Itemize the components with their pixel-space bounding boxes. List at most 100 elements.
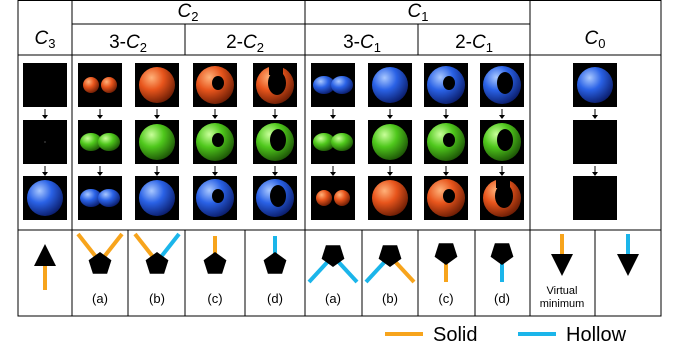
arrow-head xyxy=(443,172,449,176)
arrow-head xyxy=(387,115,393,119)
arrow-head xyxy=(212,115,218,119)
panel-label: (a) xyxy=(325,291,341,306)
panel-label: (c) xyxy=(207,291,222,306)
header-sub: 2 xyxy=(140,40,147,55)
image-cells xyxy=(23,63,617,220)
arrow-head xyxy=(42,115,48,119)
hole xyxy=(270,129,286,151)
lobe xyxy=(101,77,117,93)
figure: C3C2C1C03-C22-C23-C12-C1 (a)(b)(c)(d)(a)… xyxy=(0,0,680,352)
arrow-head xyxy=(212,172,218,176)
hole xyxy=(270,185,286,207)
lobe xyxy=(83,77,99,93)
header-letter: C xyxy=(243,32,257,53)
panel-label: (c) xyxy=(438,291,453,306)
header-letter: C xyxy=(472,32,486,53)
header-letter: C xyxy=(35,28,49,49)
header: 2-C1 xyxy=(455,32,493,55)
sphere xyxy=(139,67,175,103)
header-letter: C xyxy=(126,32,140,53)
header: 2-C2 xyxy=(226,32,264,55)
arrow-head xyxy=(499,115,505,119)
image-cell xyxy=(23,63,67,107)
pentagon xyxy=(146,252,169,274)
hole xyxy=(212,189,224,203)
panel-label: (a) xyxy=(92,291,108,306)
hole xyxy=(497,72,513,94)
arrow-head xyxy=(97,172,103,176)
sphere xyxy=(372,124,408,160)
hole xyxy=(443,133,455,147)
panel-label: (b) xyxy=(149,291,165,306)
header-prefix: 2- xyxy=(455,32,472,53)
header-sub: 2 xyxy=(191,9,198,24)
pentagon xyxy=(435,243,458,265)
arrow-head xyxy=(443,115,449,119)
sphere xyxy=(372,67,408,103)
header-letter: C xyxy=(360,32,374,53)
header: C0 xyxy=(585,28,606,51)
hole xyxy=(212,76,224,90)
sphere xyxy=(372,180,408,216)
header-prefix: 2- xyxy=(226,32,243,53)
header-sub: 1 xyxy=(374,40,381,55)
lobe xyxy=(98,133,120,151)
header-sub: 2 xyxy=(257,40,264,55)
header: C3 xyxy=(35,28,56,51)
pentagon xyxy=(89,252,112,274)
sphere xyxy=(139,180,175,216)
lobe xyxy=(316,190,332,206)
arrow-head xyxy=(272,115,278,119)
legend: Solid Hollow xyxy=(385,324,627,346)
note: minimum xyxy=(540,298,585,310)
header: 3-C1 xyxy=(343,32,381,55)
arrow-head xyxy=(592,172,598,176)
hole xyxy=(497,129,513,151)
header: C1 xyxy=(408,1,429,24)
arrow-head xyxy=(387,172,393,176)
pentagon xyxy=(491,243,514,265)
arrow-head xyxy=(330,172,336,176)
arrow-head xyxy=(272,172,278,176)
sphere xyxy=(27,180,63,216)
header-prefix: 3- xyxy=(343,32,360,53)
header: 3-C2 xyxy=(109,32,147,55)
header-letter: C xyxy=(178,1,192,22)
headers: C3C2C1C03-C22-C23-C12-C1 xyxy=(35,1,606,55)
lobe xyxy=(98,189,120,207)
dot xyxy=(44,141,46,143)
header-letter: C xyxy=(585,28,599,49)
sphere xyxy=(577,67,613,103)
panel-label: (d) xyxy=(494,291,510,306)
arrow-head xyxy=(154,172,160,176)
hole xyxy=(443,76,455,90)
header: C2 xyxy=(178,1,199,24)
arrow-head xyxy=(97,115,103,119)
pentagon xyxy=(204,252,227,274)
arrow-head xyxy=(154,115,160,119)
triangle xyxy=(34,244,56,266)
header-letter: C xyxy=(408,1,422,22)
sphere xyxy=(139,124,175,160)
header-sub: 1 xyxy=(486,40,493,55)
panel-label: (b) xyxy=(382,291,398,306)
notch xyxy=(269,65,283,75)
legend-label: Solid xyxy=(433,324,477,346)
lobe xyxy=(331,76,353,94)
hole xyxy=(212,133,224,147)
pentagon xyxy=(264,252,287,274)
arrow-head xyxy=(592,115,598,119)
legend-label: Hollow xyxy=(566,324,627,346)
hole xyxy=(443,189,455,203)
header-prefix: 3- xyxy=(109,32,126,53)
arrow-head xyxy=(42,172,48,176)
panel-label: (d) xyxy=(267,291,283,306)
arrow-head xyxy=(330,115,336,119)
header-sub: 1 xyxy=(421,9,428,24)
header-sub: 3 xyxy=(48,36,55,51)
lobe xyxy=(331,133,353,151)
triangle xyxy=(551,254,573,276)
notch xyxy=(496,178,510,188)
triangle xyxy=(617,254,639,276)
